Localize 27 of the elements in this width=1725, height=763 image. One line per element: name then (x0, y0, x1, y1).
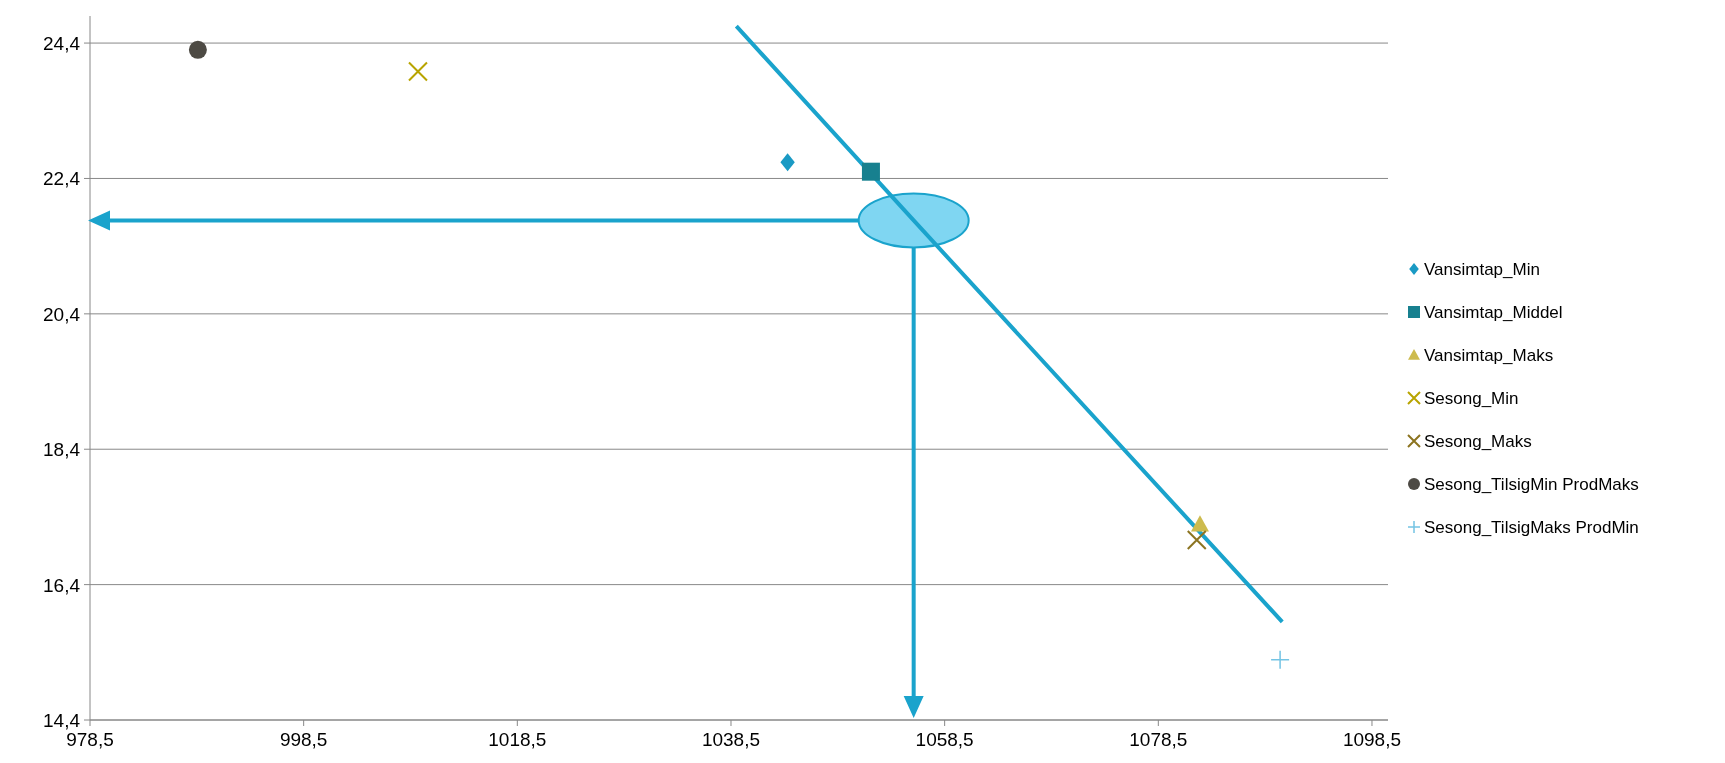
y-tick-label: 24,4 (43, 33, 81, 55)
x-tick-label: 978,5 (66, 729, 114, 750)
x-tick-label: 1058,5 (915, 729, 974, 750)
x-tick-label: 1098,5 (1342, 729, 1402, 750)
y-tick-label: 22,4 (43, 168, 81, 190)
y-tick-label: 20,4 (43, 303, 81, 325)
legend-label: Sesong_TilsigMin ProdMaks (1424, 475, 1639, 494)
point (780, 153, 795, 172)
point (1270, 650, 1290, 670)
legend-label: Vansimtap_Maks (1424, 346, 1554, 365)
legend-label: Sesong_Min (1424, 389, 1519, 408)
point (407, 61, 428, 82)
point (861, 162, 880, 181)
legend-label: Sesong_Maks (1424, 432, 1532, 451)
point (1190, 515, 1209, 532)
point (188, 40, 207, 59)
legend-label: Sesong_TilsigMaks ProdMin (1424, 518, 1639, 537)
legend-label: Vansimtap_Min (1424, 260, 1540, 279)
point (1186, 529, 1207, 550)
y-tick-label: 16,4 (43, 574, 81, 596)
x-tick-label: 1078,5 (1129, 729, 1188, 750)
x-tick-label: 998,5 (279, 729, 328, 750)
x-tick-label: 1018,5 (488, 729, 547, 750)
y-tick-label: 14,4 (43, 710, 81, 731)
legend-label: Vansimtap_Middel (1424, 303, 1563, 322)
y-tick-label: 18,4 (43, 439, 81, 461)
x-tick-label: 1038,5 (701, 729, 761, 750)
